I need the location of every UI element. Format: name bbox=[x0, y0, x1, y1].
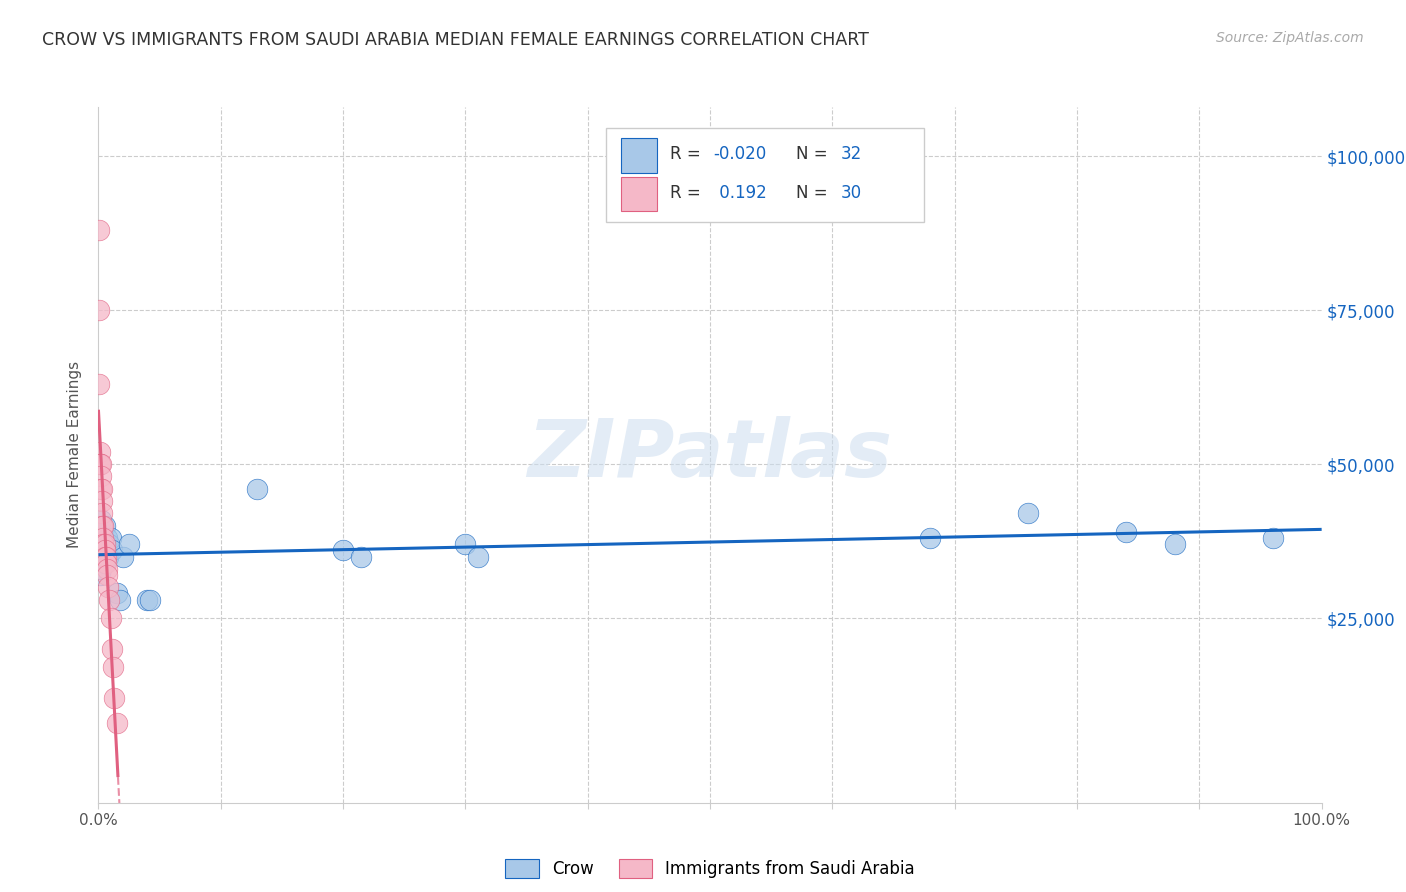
Point bbox=[90, 457, 112, 471]
Point bbox=[105, 715, 128, 730]
Point bbox=[91, 494, 114, 508]
Text: N =: N = bbox=[796, 184, 832, 202]
Point bbox=[110, 592, 132, 607]
Point bbox=[89, 457, 111, 471]
FancyBboxPatch shape bbox=[606, 128, 924, 222]
Text: 30: 30 bbox=[841, 184, 862, 202]
Point bbox=[94, 556, 117, 570]
Point bbox=[90, 482, 112, 496]
Y-axis label: Median Female Earnings: Median Female Earnings bbox=[67, 361, 83, 549]
Point bbox=[91, 531, 114, 545]
Point bbox=[89, 568, 111, 582]
Point bbox=[89, 445, 111, 459]
Point bbox=[97, 549, 120, 564]
Point bbox=[98, 592, 121, 607]
Point bbox=[332, 543, 354, 558]
Point bbox=[91, 507, 114, 521]
Text: Source: ZipAtlas.com: Source: ZipAtlas.com bbox=[1216, 31, 1364, 45]
Bar bbox=[620, 138, 658, 173]
Point bbox=[93, 537, 115, 551]
Text: 0.192: 0.192 bbox=[714, 184, 766, 202]
Text: N =: N = bbox=[796, 145, 832, 163]
Point bbox=[89, 457, 111, 471]
Point bbox=[89, 531, 111, 545]
Point bbox=[139, 592, 162, 607]
Point bbox=[90, 469, 112, 483]
Point bbox=[96, 531, 118, 545]
Point bbox=[454, 537, 477, 551]
Text: -0.020: -0.020 bbox=[714, 145, 766, 163]
Point bbox=[93, 518, 115, 533]
Point bbox=[1017, 507, 1039, 521]
Point bbox=[1261, 531, 1284, 545]
Point bbox=[97, 580, 120, 594]
Point bbox=[920, 531, 942, 545]
Point bbox=[101, 660, 124, 674]
Point bbox=[100, 611, 122, 625]
Text: R =: R = bbox=[669, 145, 706, 163]
Point bbox=[103, 691, 125, 706]
Point bbox=[246, 482, 269, 496]
Point bbox=[94, 543, 117, 558]
Point bbox=[90, 512, 112, 526]
Point bbox=[89, 377, 111, 392]
Text: 32: 32 bbox=[841, 145, 862, 163]
Point bbox=[98, 537, 121, 551]
Point bbox=[100, 531, 122, 545]
Point bbox=[91, 537, 114, 551]
Point bbox=[91, 518, 114, 533]
Bar bbox=[620, 177, 658, 211]
Point bbox=[87, 543, 110, 558]
Point bbox=[118, 537, 141, 551]
Point bbox=[91, 531, 114, 545]
Point bbox=[87, 223, 110, 237]
Point bbox=[91, 518, 114, 533]
Point bbox=[96, 562, 118, 576]
Point bbox=[93, 549, 115, 564]
Point bbox=[111, 549, 134, 564]
Legend: Crow, Immigrants from Saudi Arabia: Crow, Immigrants from Saudi Arabia bbox=[499, 853, 921, 885]
Point bbox=[136, 592, 159, 607]
Point bbox=[1164, 537, 1187, 551]
Text: ZIPatlas: ZIPatlas bbox=[527, 416, 893, 494]
Point bbox=[101, 543, 124, 558]
Text: R =: R = bbox=[669, 184, 706, 202]
Point bbox=[91, 537, 114, 551]
Point bbox=[96, 568, 118, 582]
Point bbox=[91, 482, 114, 496]
Text: CROW VS IMMIGRANTS FROM SAUDI ARABIA MEDIAN FEMALE EARNINGS CORRELATION CHART: CROW VS IMMIGRANTS FROM SAUDI ARABIA MED… bbox=[42, 31, 869, 49]
Point bbox=[87, 303, 110, 318]
Point bbox=[467, 549, 489, 564]
Point bbox=[350, 549, 373, 564]
Point bbox=[93, 556, 115, 570]
Point bbox=[94, 549, 117, 564]
Point bbox=[101, 641, 124, 656]
Point bbox=[90, 562, 112, 576]
Point bbox=[105, 586, 128, 600]
Point bbox=[91, 549, 114, 564]
Point bbox=[1115, 524, 1137, 539]
Point bbox=[93, 543, 115, 558]
